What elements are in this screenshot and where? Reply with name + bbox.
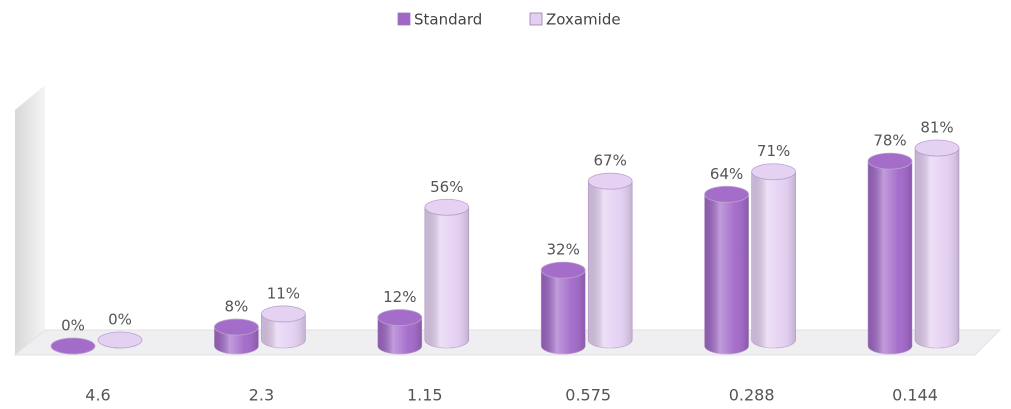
cylinder-shade bbox=[588, 181, 633, 348]
cylinder-shade bbox=[424, 207, 469, 348]
legend: Standard Zoxamide bbox=[397, 11, 621, 29]
x-tick-label: 0.144 bbox=[892, 386, 938, 405]
data-label: 67% bbox=[594, 152, 627, 170]
plot-area: 4.6 2.3 1.15 0.575 0.288 0.144 0% 8% 12% 32% 64% 78… bbox=[50, 119, 960, 405]
cylinder-top bbox=[377, 309, 423, 326]
cylinder-shade bbox=[915, 148, 959, 348]
x-tick-label: 0.288 bbox=[729, 386, 775, 405]
cylinder-shade bbox=[541, 270, 586, 354]
cylinder-shade bbox=[704, 194, 749, 354]
cylinder-top bbox=[97, 331, 143, 349]
data-label: 0% bbox=[108, 311, 132, 329]
data-label: 32% bbox=[547, 241, 580, 259]
cylinder-top bbox=[704, 185, 749, 203]
cylinder-top bbox=[424, 198, 470, 216]
cylinder-top bbox=[540, 261, 586, 279]
data-label: 56% bbox=[430, 178, 463, 196]
cylinder-shade bbox=[377, 317, 422, 354]
cylinder-top bbox=[751, 163, 796, 181]
data-label: 64% bbox=[710, 165, 743, 183]
cylinder-top bbox=[587, 172, 633, 190]
cylinder-shade bbox=[751, 171, 796, 348]
cylinder-top bbox=[213, 318, 259, 336]
cylinder-top bbox=[867, 152, 913, 170]
cylinder-shade bbox=[214, 327, 259, 354]
data-label: 11% bbox=[267, 284, 300, 302]
x-tick-label: 0.575 bbox=[565, 386, 611, 405]
legend-label: Zoxamide bbox=[546, 11, 621, 29]
legend-swatch bbox=[397, 12, 411, 26]
floor bbox=[13, 329, 1002, 356]
data-label: 78% bbox=[873, 132, 906, 150]
x-tick-label: 2.3 bbox=[249, 386, 274, 405]
cylinder-top bbox=[50, 337, 96, 355]
data-label: 71% bbox=[757, 142, 790, 160]
legend-label: Standard bbox=[414, 11, 482, 29]
back-wall bbox=[15, 85, 45, 355]
cylinder-shade bbox=[261, 313, 306, 348]
legend-swatch bbox=[529, 12, 543, 26]
x-tick-label: 4.6 bbox=[85, 386, 110, 405]
data-label: 8% bbox=[225, 298, 249, 316]
cylinder-shade bbox=[868, 161, 912, 354]
data-label: 81% bbox=[920, 119, 953, 137]
cylinder-top bbox=[260, 305, 306, 323]
data-label: 0% bbox=[61, 317, 85, 335]
data-label: 12% bbox=[383, 288, 416, 306]
cylinder-top bbox=[914, 139, 960, 157]
x-tick-label: 1.15 bbox=[407, 386, 443, 405]
